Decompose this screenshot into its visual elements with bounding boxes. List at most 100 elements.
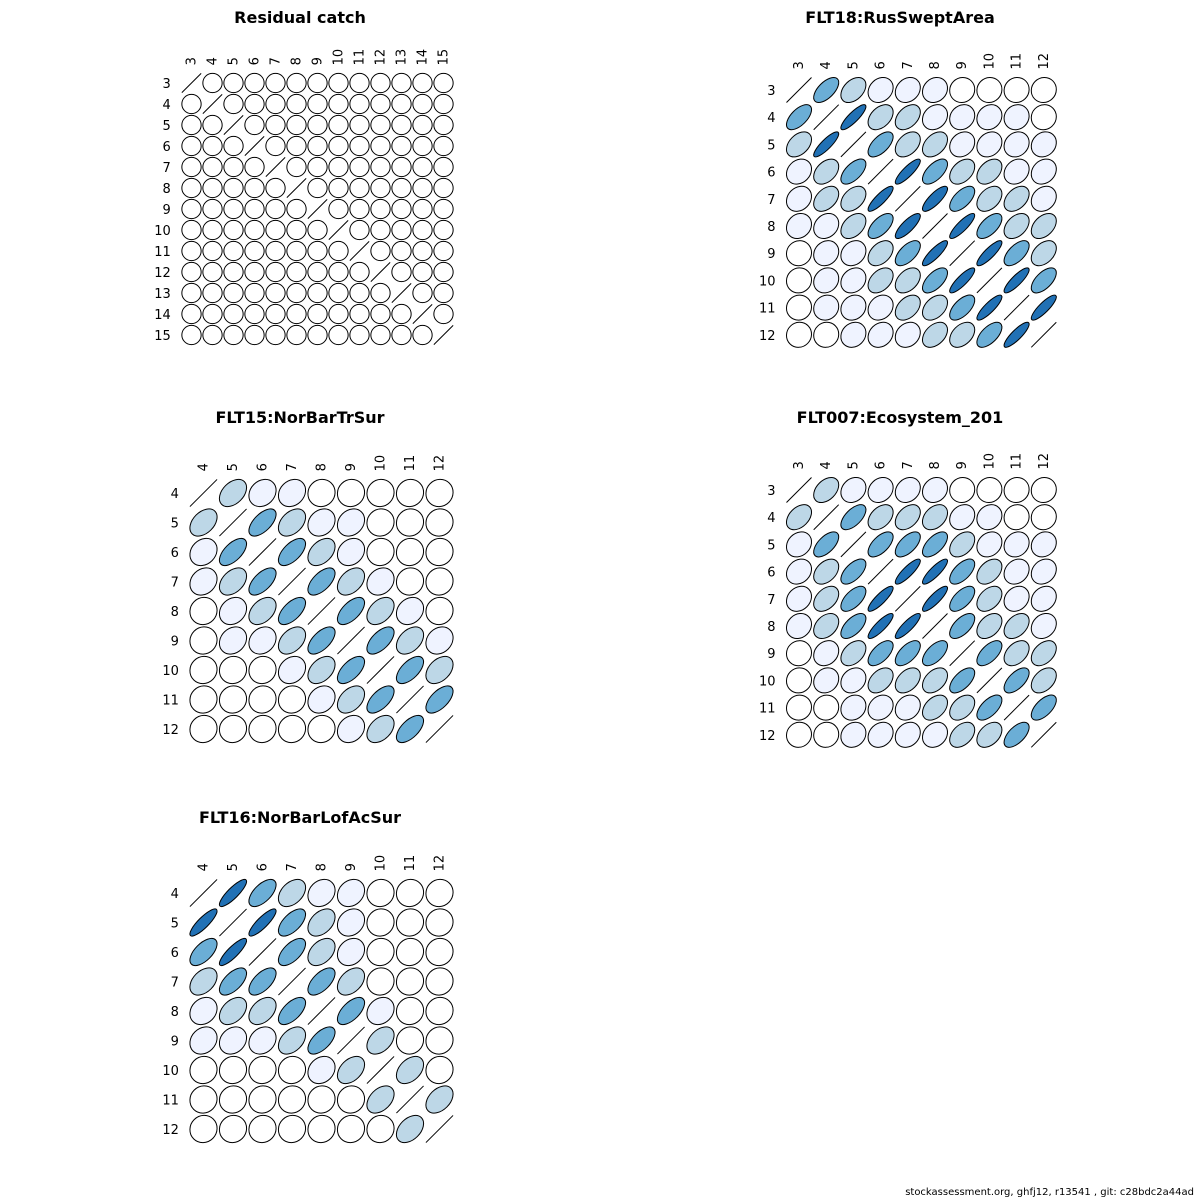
correlation-ellipse (391, 303, 412, 325)
correlation-ellipse (949, 104, 976, 131)
correlation-ellipse (949, 585, 976, 612)
correlation-ellipse (395, 1026, 425, 1055)
correlation-ellipse (218, 967, 248, 996)
column-label: 11 (1010, 453, 1025, 470)
correlation-ellipse (395, 626, 425, 655)
diagonal-mark (922, 213, 948, 239)
column-label: 5 (226, 463, 241, 471)
correlation-ellipse (1003, 104, 1030, 131)
correlation-ellipse (921, 240, 949, 267)
correlation-ellipse (218, 996, 248, 1026)
correlation-ellipse (189, 1026, 218, 1055)
correlation-ellipse (349, 72, 370, 94)
correlation-ellipse (1003, 185, 1030, 212)
correlation-ellipse (307, 1114, 336, 1144)
correlation-ellipse (425, 967, 454, 996)
correlation-ellipse (921, 185, 949, 212)
correlation-ellipse (244, 177, 265, 199)
correlation-ellipse (894, 667, 921, 694)
correlation-ellipse (894, 294, 921, 321)
correlation-ellipse (366, 596, 395, 626)
correlation-ellipse (277, 937, 307, 967)
row-label: 4 (767, 111, 775, 126)
diagonal-mark (370, 261, 391, 283)
row-label: 10 (759, 274, 776, 289)
correlation-ellipse (867, 667, 894, 694)
diagonal-mark (1003, 694, 1030, 721)
correlation-ellipse (425, 996, 454, 1026)
diagonal-mark (976, 667, 1003, 694)
correlation-ellipse (412, 219, 433, 241)
correlation-ellipse (286, 93, 307, 115)
correlation-ellipse (307, 967, 336, 996)
column-label: 12 (433, 455, 448, 472)
correlation-ellipse (425, 908, 454, 937)
diagonal-mark (840, 531, 867, 558)
correlation-ellipse (395, 508, 425, 537)
correlation-ellipse (921, 158, 949, 185)
correlation-ellipse (244, 72, 265, 94)
correlation-ellipse (1030, 76, 1057, 104)
diagonal-mark (219, 508, 247, 537)
correlation-ellipse (244, 261, 265, 283)
row-label: 12 (759, 329, 776, 344)
correlation-ellipse (840, 504, 867, 531)
column-label: 7 (269, 57, 284, 65)
correlation-ellipse (949, 294, 976, 321)
correlation-ellipse (949, 267, 976, 294)
diagonal-mark (307, 997, 336, 1025)
correlation-ellipse (425, 478, 454, 508)
correlation-ellipse (223, 198, 244, 220)
correlation-ellipse (840, 640, 867, 667)
column-label: 12 (1037, 453, 1052, 470)
column-label: 10 (374, 455, 389, 472)
correlation-ellipse (248, 508, 277, 537)
correlation-ellipse (867, 531, 894, 558)
correlation-ellipse (433, 282, 454, 304)
correlation-ellipse (277, 1055, 307, 1085)
row-label: 12 (154, 266, 171, 281)
correlation-ellipse (813, 294, 840, 321)
correlation-ellipse (1030, 158, 1057, 185)
correlation-ellipse (840, 612, 867, 640)
correlation-ellipse (307, 93, 328, 115)
correlation-ellipse (370, 303, 391, 325)
correlation-ellipse (349, 114, 370, 136)
column-label: 6 (256, 463, 271, 471)
correlation-ellipse (370, 177, 391, 199)
diagonal-mark (1003, 294, 1030, 321)
correlation-ellipse (307, 72, 328, 94)
correlation-ellipse (218, 1114, 248, 1144)
correlation-ellipse (189, 685, 218, 714)
correlation-ellipse (395, 714, 425, 744)
correlation-ellipse (412, 261, 433, 283)
row-label: 6 (767, 566, 775, 581)
row-label: 6 (171, 546, 179, 561)
correlation-ellipse (1003, 585, 1030, 612)
correlation-ellipse (433, 198, 454, 220)
correlation-ellipse (366, 908, 395, 937)
correlation-ellipse (1003, 504, 1030, 531)
correlation-ellipse (976, 240, 1003, 267)
correlation-ellipse (286, 324, 307, 346)
correlation-ellipse (976, 76, 1003, 104)
column-label: 4 (197, 863, 212, 871)
correlation-ellipse (840, 158, 867, 185)
correlation-ellipse (218, 878, 248, 908)
correlation-ellipse (1003, 267, 1030, 294)
correlation-ellipse (307, 282, 328, 304)
column-label: 13 (395, 49, 410, 66)
diagonal-mark (248, 938, 277, 966)
correlation-ellipse (349, 282, 370, 304)
correlation-ellipse (248, 908, 277, 937)
column-label: 8 (928, 461, 943, 469)
correlation-ellipse (894, 131, 921, 158)
correlation-ellipse (202, 177, 223, 199)
correlation-ellipse (894, 267, 921, 294)
correlation-ellipse (391, 114, 412, 136)
column-label: 9 (955, 61, 970, 69)
correlation-ellipse (949, 321, 976, 348)
correlation-ellipse (202, 156, 223, 178)
correlation-ellipse (248, 596, 277, 626)
panel-title: FLT15:NorBarTrSur (215, 408, 384, 427)
